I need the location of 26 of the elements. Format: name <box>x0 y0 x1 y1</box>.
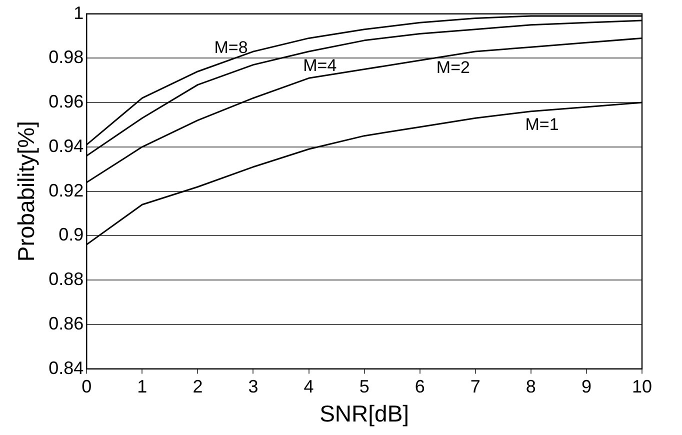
series-label: M=2 <box>436 58 470 77</box>
series-label: M=1 <box>525 115 559 134</box>
y-tick-label: 0.9 <box>58 224 84 245</box>
x-tick-label: 8 <box>526 376 536 397</box>
y-tick-label: 0.96 <box>48 92 84 112</box>
x-tick-label: 4 <box>304 376 314 397</box>
y-tick-label: 0.98 <box>48 47 84 68</box>
x-tick-label: 5 <box>359 376 370 397</box>
x-tick-label: 6 <box>414 376 425 397</box>
x-tick-label: 9 <box>581 376 592 397</box>
x-tick-label: 0 <box>82 376 92 397</box>
x-tick-label: 2 <box>192 376 203 397</box>
x-tick-label: 3 <box>248 376 258 397</box>
x-tick-label: 7 <box>470 376 480 397</box>
y-tick-label: 0.94 <box>48 136 84 156</box>
y-tick-label: 0.88 <box>48 269 84 290</box>
series-label: M=8 <box>214 38 248 58</box>
x-tick-label: 10 <box>632 376 652 397</box>
y-tick-label: 1 <box>74 2 84 23</box>
y-tick-label: 0.84 <box>48 358 84 378</box>
x-axis-title: SNR[dB] <box>320 400 410 427</box>
y-axis-title: Probability[%] <box>13 120 40 262</box>
series-label: M=4 <box>303 56 337 75</box>
y-tick-label: 0.92 <box>48 180 84 200</box>
y-tick-label: 0.86 <box>48 313 84 334</box>
x-tick-label: 1 <box>137 376 148 397</box>
